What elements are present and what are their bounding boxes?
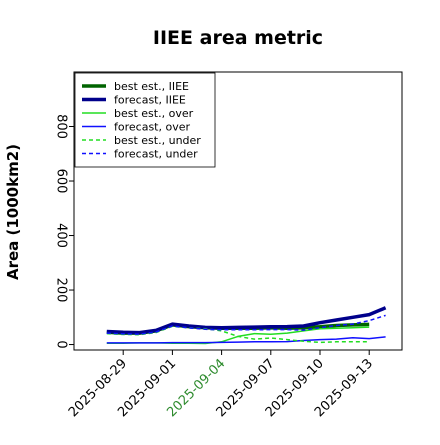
legend-label: forecast, under	[114, 148, 198, 161]
y-tick-label: 0	[54, 340, 69, 348]
y-axis-ticks: 0 200 400 600 800	[54, 114, 74, 349]
series-line	[106, 336, 386, 344]
plot-area	[73, 71, 403, 351]
series-line	[106, 314, 386, 335]
y-tick-label: 400	[54, 223, 69, 248]
legend-label: best est., over	[114, 107, 194, 120]
y-tick-label: 600	[54, 169, 69, 194]
x-axis-ticks: 2025-08-292025-09-012025-09-042025-09-07…	[66, 350, 376, 420]
legend-label: forecast, IIEE	[114, 94, 186, 107]
y-axis-label: Area (1000km2)	[4, 144, 22, 280]
legend-label: best est., under	[114, 134, 201, 147]
legend-label: best est., IIEE	[114, 80, 189, 93]
y-tick-label: 800	[54, 114, 69, 139]
chart-title: IIEE area metric	[153, 27, 323, 49]
legend-box	[74, 72, 216, 168]
series-line	[106, 306, 387, 335]
legend-label: forecast, over	[114, 121, 190, 134]
y-tick-label: 200	[54, 278, 69, 303]
series-layer	[106, 306, 387, 345]
